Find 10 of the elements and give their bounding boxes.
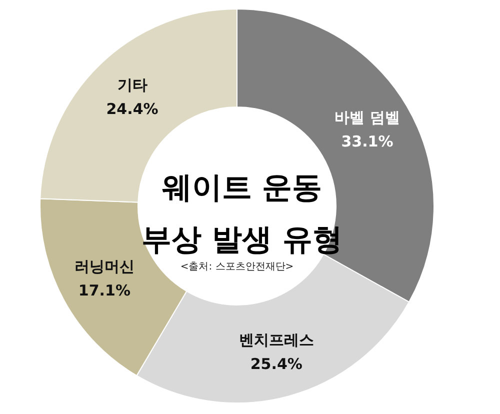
slice-label: 러닝머신 xyxy=(74,257,134,276)
data-label: 25.4% xyxy=(250,354,302,373)
slice-label: 바벨 덤벨 xyxy=(334,108,400,127)
data-label: 24.4% xyxy=(106,100,158,118)
slice-label: 기타 xyxy=(117,76,148,94)
slice-label: 벤치프레스 xyxy=(238,330,314,349)
data-label: 17.1% xyxy=(78,281,130,300)
text: 웨이트 운동 부상 발생 유형 xyxy=(142,170,342,258)
text: <출처: 스포츠안전재단> xyxy=(180,262,294,272)
data-label: 33.1% xyxy=(341,132,394,151)
